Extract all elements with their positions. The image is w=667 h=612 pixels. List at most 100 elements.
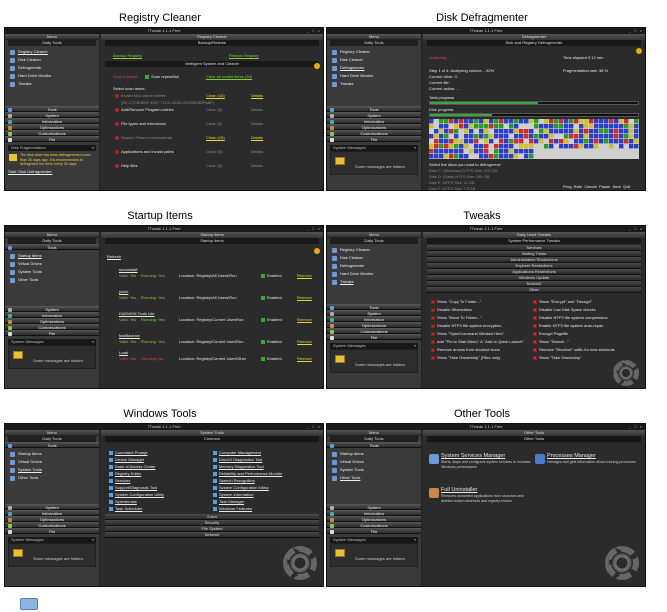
scan-item-count[interactable]: Clean (0): [206, 149, 223, 154]
tool-disk-cleaner[interactable]: Disk Cleaner: [8, 56, 96, 64]
scan-item-count[interactable]: Clean (18): [206, 93, 225, 98]
tweak-option[interactable]: Add "Pin to Start Menu" & "Add to Quick …: [431, 339, 524, 344]
tweak-option[interactable]: Encrypt Pagefile: [533, 331, 568, 336]
category-applications-restrictions[interactable]: Applications Restrictions: [427, 269, 641, 275]
system-messages-header[interactable]: System Messages: [330, 145, 418, 151]
tweak-option[interactable]: Show "Take Ownership": [533, 355, 582, 360]
category-network[interactable]: Network: [427, 281, 641, 287]
startup-item-remove[interactable]: Remove: [297, 339, 312, 344]
nav-optimizations[interactable]: Optimizations: [5, 516, 99, 522]
scan-item-count[interactable]: Clean (0): [206, 163, 223, 168]
tool-hard-drive-monitor[interactable]: Hard Drive Monitor: [330, 72, 418, 80]
startup-item-remove[interactable]: Remove: [297, 295, 312, 300]
nav-file[interactable]: File: [327, 528, 421, 534]
tool-link[interactable]: Speech Recognition: [213, 478, 255, 483]
tool-link[interactable]: Services: [109, 478, 130, 483]
startup-item-remove[interactable]: Remove: [297, 356, 312, 361]
tool-link[interactable]: Command Prompt: [109, 450, 147, 455]
tool-defragmenter[interactable]: Defragmenter: [330, 262, 418, 270]
nav-file[interactable]: File: [5, 528, 99, 534]
tweak-option[interactable]: Enable NTFS file system auto-repair: [533, 323, 603, 328]
full-uninstaller-link[interactable]: Full Uninstaller: [441, 487, 478, 493]
nav-system[interactable]: System: [5, 306, 99, 312]
start-defragmenter-link[interactable]: Start 'Disk Defragmenter': [8, 168, 53, 174]
sidebar-daily-tools[interactable]: Daily Tools: [8, 238, 96, 244]
processes-manager-link[interactable]: Processes Manager: [547, 453, 596, 459]
tweak-option[interactable]: Remove arrows from shortcut icons: [431, 347, 500, 352]
nav-file[interactable]: File: [5, 330, 99, 336]
sidebar-daily-tools[interactable]: Daily Tools: [330, 40, 418, 46]
scan-item-3[interactable]: File types and extensions: [115, 121, 166, 126]
tool-link[interactable]: Ease of Access Center: [109, 464, 155, 469]
clear-all-link[interactable]: Clear all invalid items (38): [206, 74, 253, 79]
startup-item-state[interactable]: Enabled: [261, 356, 282, 361]
category-visiting-times[interactable]: Visiting Times: [427, 251, 641, 257]
tool-hard-drive-monitor[interactable]: Hard Drive Monitor: [8, 72, 96, 80]
nav-information[interactable]: Information: [5, 118, 99, 124]
nav-tools[interactable]: Tools: [5, 244, 99, 250]
scan-item-details[interactable]: Details: [251, 107, 264, 112]
sidebar-daily-tools[interactable]: Daily Tools: [330, 436, 418, 442]
tool-virtual-drives[interactable]: Virtual Drives: [8, 260, 96, 268]
tool-defragmenter[interactable]: Defragmenter: [330, 64, 418, 72]
system-services-manager-link[interactable]: System Services Manager: [441, 453, 506, 459]
tool-link[interactable]: System Information: [213, 492, 253, 497]
nav-customizations[interactable]: Customizations: [327, 130, 421, 136]
tweak-option[interactable]: Show "Copy To Folder...": [431, 299, 481, 304]
startup-item-name[interactable]: soundstaft: [119, 267, 138, 272]
scan-full-option[interactable]: Scan repeat/full: [145, 74, 179, 79]
window-controls[interactable]: _ □ ×: [628, 226, 643, 231]
system-messages-header[interactable]: System Messages: [8, 339, 96, 345]
category-services[interactable]: Services: [427, 245, 641, 251]
tool-registry-cleaner[interactable]: Registry Cleaner: [8, 48, 96, 56]
tool-hard-drive-monitor[interactable]: Hard Drive Monitor: [330, 270, 418, 278]
sidebar-daily-tools[interactable]: Daily Tools: [330, 238, 418, 244]
startup-item-name[interactable]: jusch: [119, 289, 129, 294]
nav-information[interactable]: Information: [327, 510, 421, 516]
tweak-option[interactable]: Show "OpenCommand Window Here": [431, 331, 504, 336]
category-administrative-restrictions[interactable]: Administrative Restrictions: [427, 257, 641, 263]
scan-item-2[interactable]: Add/Remove Program entries: [115, 107, 174, 112]
tweak-option[interactable]: Disable NTFS file system encryption: [431, 323, 501, 328]
category-network[interactable]: Network: [105, 532, 319, 538]
sidebar-daily-tools[interactable]: Daily Tools: [8, 436, 96, 442]
system-messages-header[interactable]: System Messages: [8, 537, 96, 543]
tool-link[interactable]: Registry Editor: [109, 471, 141, 476]
scan-item-count[interactable]: Clean (0): [206, 121, 223, 126]
pause-button[interactable]: Pause: [599, 184, 611, 189]
tool-system-tools[interactable]: System Tools: [330, 466, 418, 474]
tool-disk-cleaner[interactable]: Disk Cleaner: [330, 254, 418, 262]
category-other[interactable]: Other: [427, 287, 641, 293]
nav-optimizations[interactable]: Optimizations: [5, 124, 99, 130]
category-extra[interactable]: Extra: [105, 514, 319, 520]
window-controls[interactable]: _ □ ×: [306, 28, 321, 33]
tool-link[interactable]: Device Manager: [109, 457, 144, 462]
tool-link[interactable]: Task Manager: [213, 499, 244, 504]
disk-fragmentation-header[interactable]: Disk Fragmentation: [8, 145, 96, 151]
tool-link[interactable]: Sysinternals: [109, 499, 137, 504]
sidebar-daily-tools[interactable]: Daily Tools: [8, 40, 96, 46]
startup-item-remove[interactable]: Remove: [297, 317, 312, 322]
backup-registry-link[interactable]: Backup Registry: [113, 53, 143, 58]
tool-startup-items[interactable]: Startup items: [8, 450, 96, 458]
nav-file[interactable]: File: [327, 334, 421, 340]
system-messages-header[interactable]: System Messages: [330, 537, 418, 543]
scan-item-count[interactable]: Clean (0): [206, 107, 223, 112]
scan-item-details[interactable]: Details: [251, 163, 264, 168]
tool-link[interactable]: DirectX Diagnostics Tool: [213, 457, 262, 462]
nav-system[interactable]: System: [5, 504, 99, 510]
tool-registry-cleaner[interactable]: Registry Cleaner: [330, 48, 418, 56]
tool-other-tools[interactable]: Other Tools: [8, 474, 96, 482]
tool-link[interactable]: Task Scheduler: [109, 506, 142, 511]
tweak-option[interactable]: Show "Move To Folder...": [431, 315, 482, 320]
disk-option[interactable]: Disk C: (Windows) NTFS Size 223 GB: [429, 168, 498, 173]
tweak-option[interactable]: Disable NTFS file system compression: [533, 315, 608, 320]
nav-optimizations[interactable]: Optimizations: [327, 124, 421, 130]
startup-item-name[interactable]: fastBalance: [119, 333, 140, 338]
tool-startup-items[interactable]: Startup items: [330, 450, 418, 458]
tweak-option[interactable]: Show "Search...": [533, 339, 569, 344]
window-controls[interactable]: _ □ ×: [306, 226, 321, 231]
nav-customizations[interactable]: Customizations: [327, 328, 421, 334]
tool-disk-cleaner[interactable]: Disk Cleaner: [330, 56, 418, 64]
tool-link[interactable]: Computer Management: [213, 450, 261, 455]
